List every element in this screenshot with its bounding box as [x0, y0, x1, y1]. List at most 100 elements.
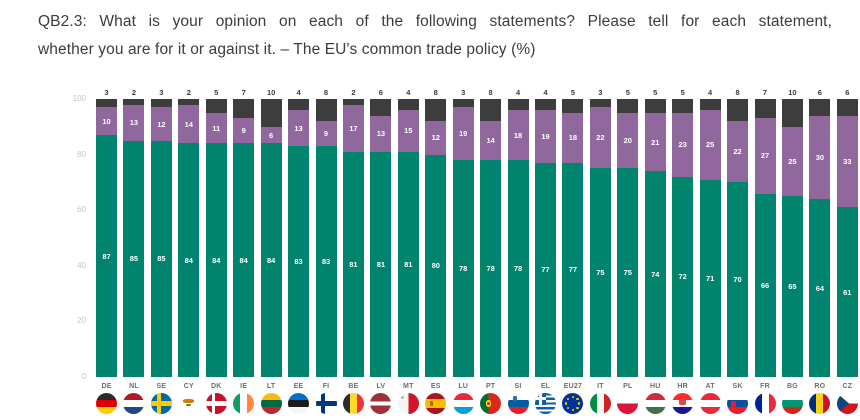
bar-segment-purple-middle[interactable]: 13	[370, 115, 392, 152]
stacked-bar[interactable]: 5 11 84	[205, 88, 227, 377]
stacked-bar[interactable]: 10 25 65	[781, 88, 803, 377]
bar-segment-dark-top[interactable]	[672, 99, 694, 113]
stacked-bar[interactable]: 4 18 78	[507, 88, 529, 377]
bar-segment-purple-middle[interactable]: 20	[617, 112, 639, 169]
bar-segment-dark-top[interactable]	[589, 99, 611, 108]
stacked-bar[interactable]: 2 13 85	[123, 88, 145, 377]
bar-segment-dark-top[interactable]	[123, 99, 145, 105]
bar-segment-dark-top[interactable]	[644, 99, 666, 113]
bar-segment-purple-middle[interactable]: 23	[672, 112, 694, 177]
bar-segment-dark-top[interactable]	[96, 99, 117, 108]
stacked-bar[interactable]: 5 20 75	[617, 88, 639, 377]
bar-segment-purple-middle[interactable]: 27	[754, 118, 776, 194]
stacked-bar[interactable]: 4 13 83	[288, 88, 310, 377]
bar-segment-purple-middle[interactable]: 12	[425, 121, 447, 155]
bar-segment-purple-middle[interactable]: 21	[644, 112, 666, 172]
bar-segment-green-bottom[interactable]: 66	[754, 193, 776, 377]
bar-segment-purple-middle[interactable]: 9	[233, 118, 255, 144]
bar-segment-purple-middle[interactable]: 13	[123, 104, 145, 141]
bar-segment-purple-middle[interactable]: 22	[727, 121, 749, 183]
stacked-bar[interactable]: 10 6 84	[260, 88, 282, 377]
bar-segment-dark-top[interactable]	[288, 99, 310, 111]
bar-segment-dark-top[interactable]	[342, 99, 364, 105]
bar-segment-green-bottom[interactable]: 81	[370, 151, 392, 377]
bar-segment-purple-middle[interactable]: 18	[507, 110, 529, 161]
bar-segment-green-bottom[interactable]: 78	[480, 160, 502, 377]
bar-segment-purple-middle[interactable]: 19	[452, 107, 474, 161]
bar-segment-green-bottom[interactable]: 75	[589, 168, 611, 377]
bar-segment-green-bottom[interactable]: 84	[260, 143, 282, 377]
stacked-bar[interactable]: 3 19 78	[452, 88, 474, 377]
stacked-bar[interactable]: 4 25 71	[699, 88, 721, 377]
bar-segment-dark-top[interactable]	[781, 99, 803, 127]
stacked-bar[interactable]: 6 33 61	[836, 88, 858, 377]
bar-segment-green-bottom[interactable]: 85	[150, 140, 172, 377]
bar-segment-dark-top[interactable]	[178, 99, 200, 105]
bar-segment-green-bottom[interactable]: 85	[123, 140, 145, 377]
bar-segment-green-bottom[interactable]: 84	[178, 143, 200, 377]
stacked-bar[interactable]: 6 13 81	[370, 88, 392, 377]
bar-segment-purple-middle[interactable]: 14	[480, 121, 502, 161]
bar-segment-green-bottom[interactable]: 84	[233, 143, 255, 377]
bar-segment-green-bottom[interactable]: 77	[535, 162, 556, 377]
bar-segment-green-bottom[interactable]: 81	[397, 151, 419, 377]
stacked-bar[interactable]: 6 30 64	[809, 88, 831, 377]
stacked-bar[interactable]: 3 10 87	[96, 88, 117, 377]
bar-segment-purple-middle[interactable]: 15	[397, 110, 419, 152]
bar-segment-purple-middle[interactable]: 10	[96, 107, 117, 136]
bar-segment-purple-middle[interactable]: 18	[562, 112, 584, 163]
bar-segment-dark-top[interactable]	[150, 99, 172, 108]
bar-segment-dark-top[interactable]	[809, 99, 831, 116]
bar-segment-green-bottom[interactable]: 77	[562, 162, 584, 377]
bar-segment-green-bottom[interactable]: 75	[617, 168, 639, 377]
bar-segment-green-bottom[interactable]: 84	[205, 143, 227, 377]
bar-segment-green-bottom[interactable]: 72	[672, 176, 694, 377]
bar-segment-dark-top[interactable]	[754, 99, 776, 119]
bar-segment-dark-top[interactable]	[425, 99, 447, 122]
bar-segment-purple-middle[interactable]: 33	[836, 115, 858, 208]
stacked-bar[interactable]: 4 19 77	[535, 88, 556, 377]
bar-segment-purple-middle[interactable]: 9	[315, 121, 337, 147]
bar-segment-dark-top[interactable]	[233, 99, 255, 119]
bar-segment-dark-top[interactable]	[260, 99, 282, 127]
bar-segment-green-bottom[interactable]: 78	[452, 160, 474, 377]
bar-segment-green-bottom[interactable]: 78	[507, 160, 529, 377]
stacked-bar[interactable]: 5 23 72	[672, 88, 694, 377]
bar-segment-green-bottom[interactable]: 71	[699, 179, 721, 377]
stacked-bar[interactable]: 2 14 84	[178, 88, 200, 377]
bar-segment-purple-middle[interactable]: 17	[342, 104, 364, 152]
stacked-bar[interactable]: 4 15 81	[397, 88, 419, 377]
bar-segment-purple-middle[interactable]: 6	[260, 126, 282, 144]
stacked-bar[interactable]: 3 12 85	[150, 88, 172, 377]
bar-segment-purple-middle[interactable]: 25	[781, 126, 803, 197]
bar-segment-dark-top[interactable]	[727, 99, 749, 122]
bar-segment-green-bottom[interactable]: 65	[781, 196, 803, 377]
bar-segment-purple-middle[interactable]: 12	[150, 107, 172, 141]
bar-segment-green-bottom[interactable]: 74	[644, 171, 666, 377]
bar-segment-green-bottom[interactable]: 83	[288, 146, 310, 377]
bar-segment-purple-middle[interactable]: 11	[205, 112, 227, 144]
stacked-bar[interactable]: 8 9 83	[315, 88, 337, 377]
stacked-bar[interactable]: 7 27 66	[754, 88, 776, 377]
stacked-bar[interactable]: 8 12 80	[425, 88, 447, 377]
bar-segment-purple-middle[interactable]: 13	[288, 110, 310, 147]
stacked-bar[interactable]: 7 9 84	[233, 88, 255, 377]
bar-segment-dark-top[interactable]	[315, 99, 337, 122]
bar-segment-green-bottom[interactable]: 80	[425, 154, 447, 377]
stacked-bar[interactable]: 8 22 70	[727, 88, 749, 377]
bar-segment-dark-top[interactable]	[452, 99, 474, 108]
stacked-bar[interactable]: 5 18 77	[562, 88, 584, 377]
bar-segment-dark-top[interactable]	[699, 99, 721, 111]
bar-segment-dark-top[interactable]	[617, 99, 639, 113]
bar-segment-purple-middle[interactable]: 19	[535, 110, 556, 163]
bar-segment-green-bottom[interactable]: 81	[342, 151, 364, 377]
bar-segment-purple-middle[interactable]: 22	[589, 107, 611, 169]
bar-segment-dark-top[interactable]	[535, 99, 556, 111]
stacked-bar[interactable]: 2 17 81	[342, 88, 364, 377]
bar-segment-purple-middle[interactable]: 25	[699, 110, 721, 180]
bar-segment-purple-middle[interactable]: 14	[178, 104, 200, 144]
stacked-bar[interactable]: 8 14 78	[480, 88, 502, 377]
bar-segment-dark-top[interactable]	[507, 99, 529, 111]
stacked-bar[interactable]: 3 22 75	[589, 88, 611, 377]
bar-segment-green-bottom[interactable]: 64	[809, 199, 831, 377]
